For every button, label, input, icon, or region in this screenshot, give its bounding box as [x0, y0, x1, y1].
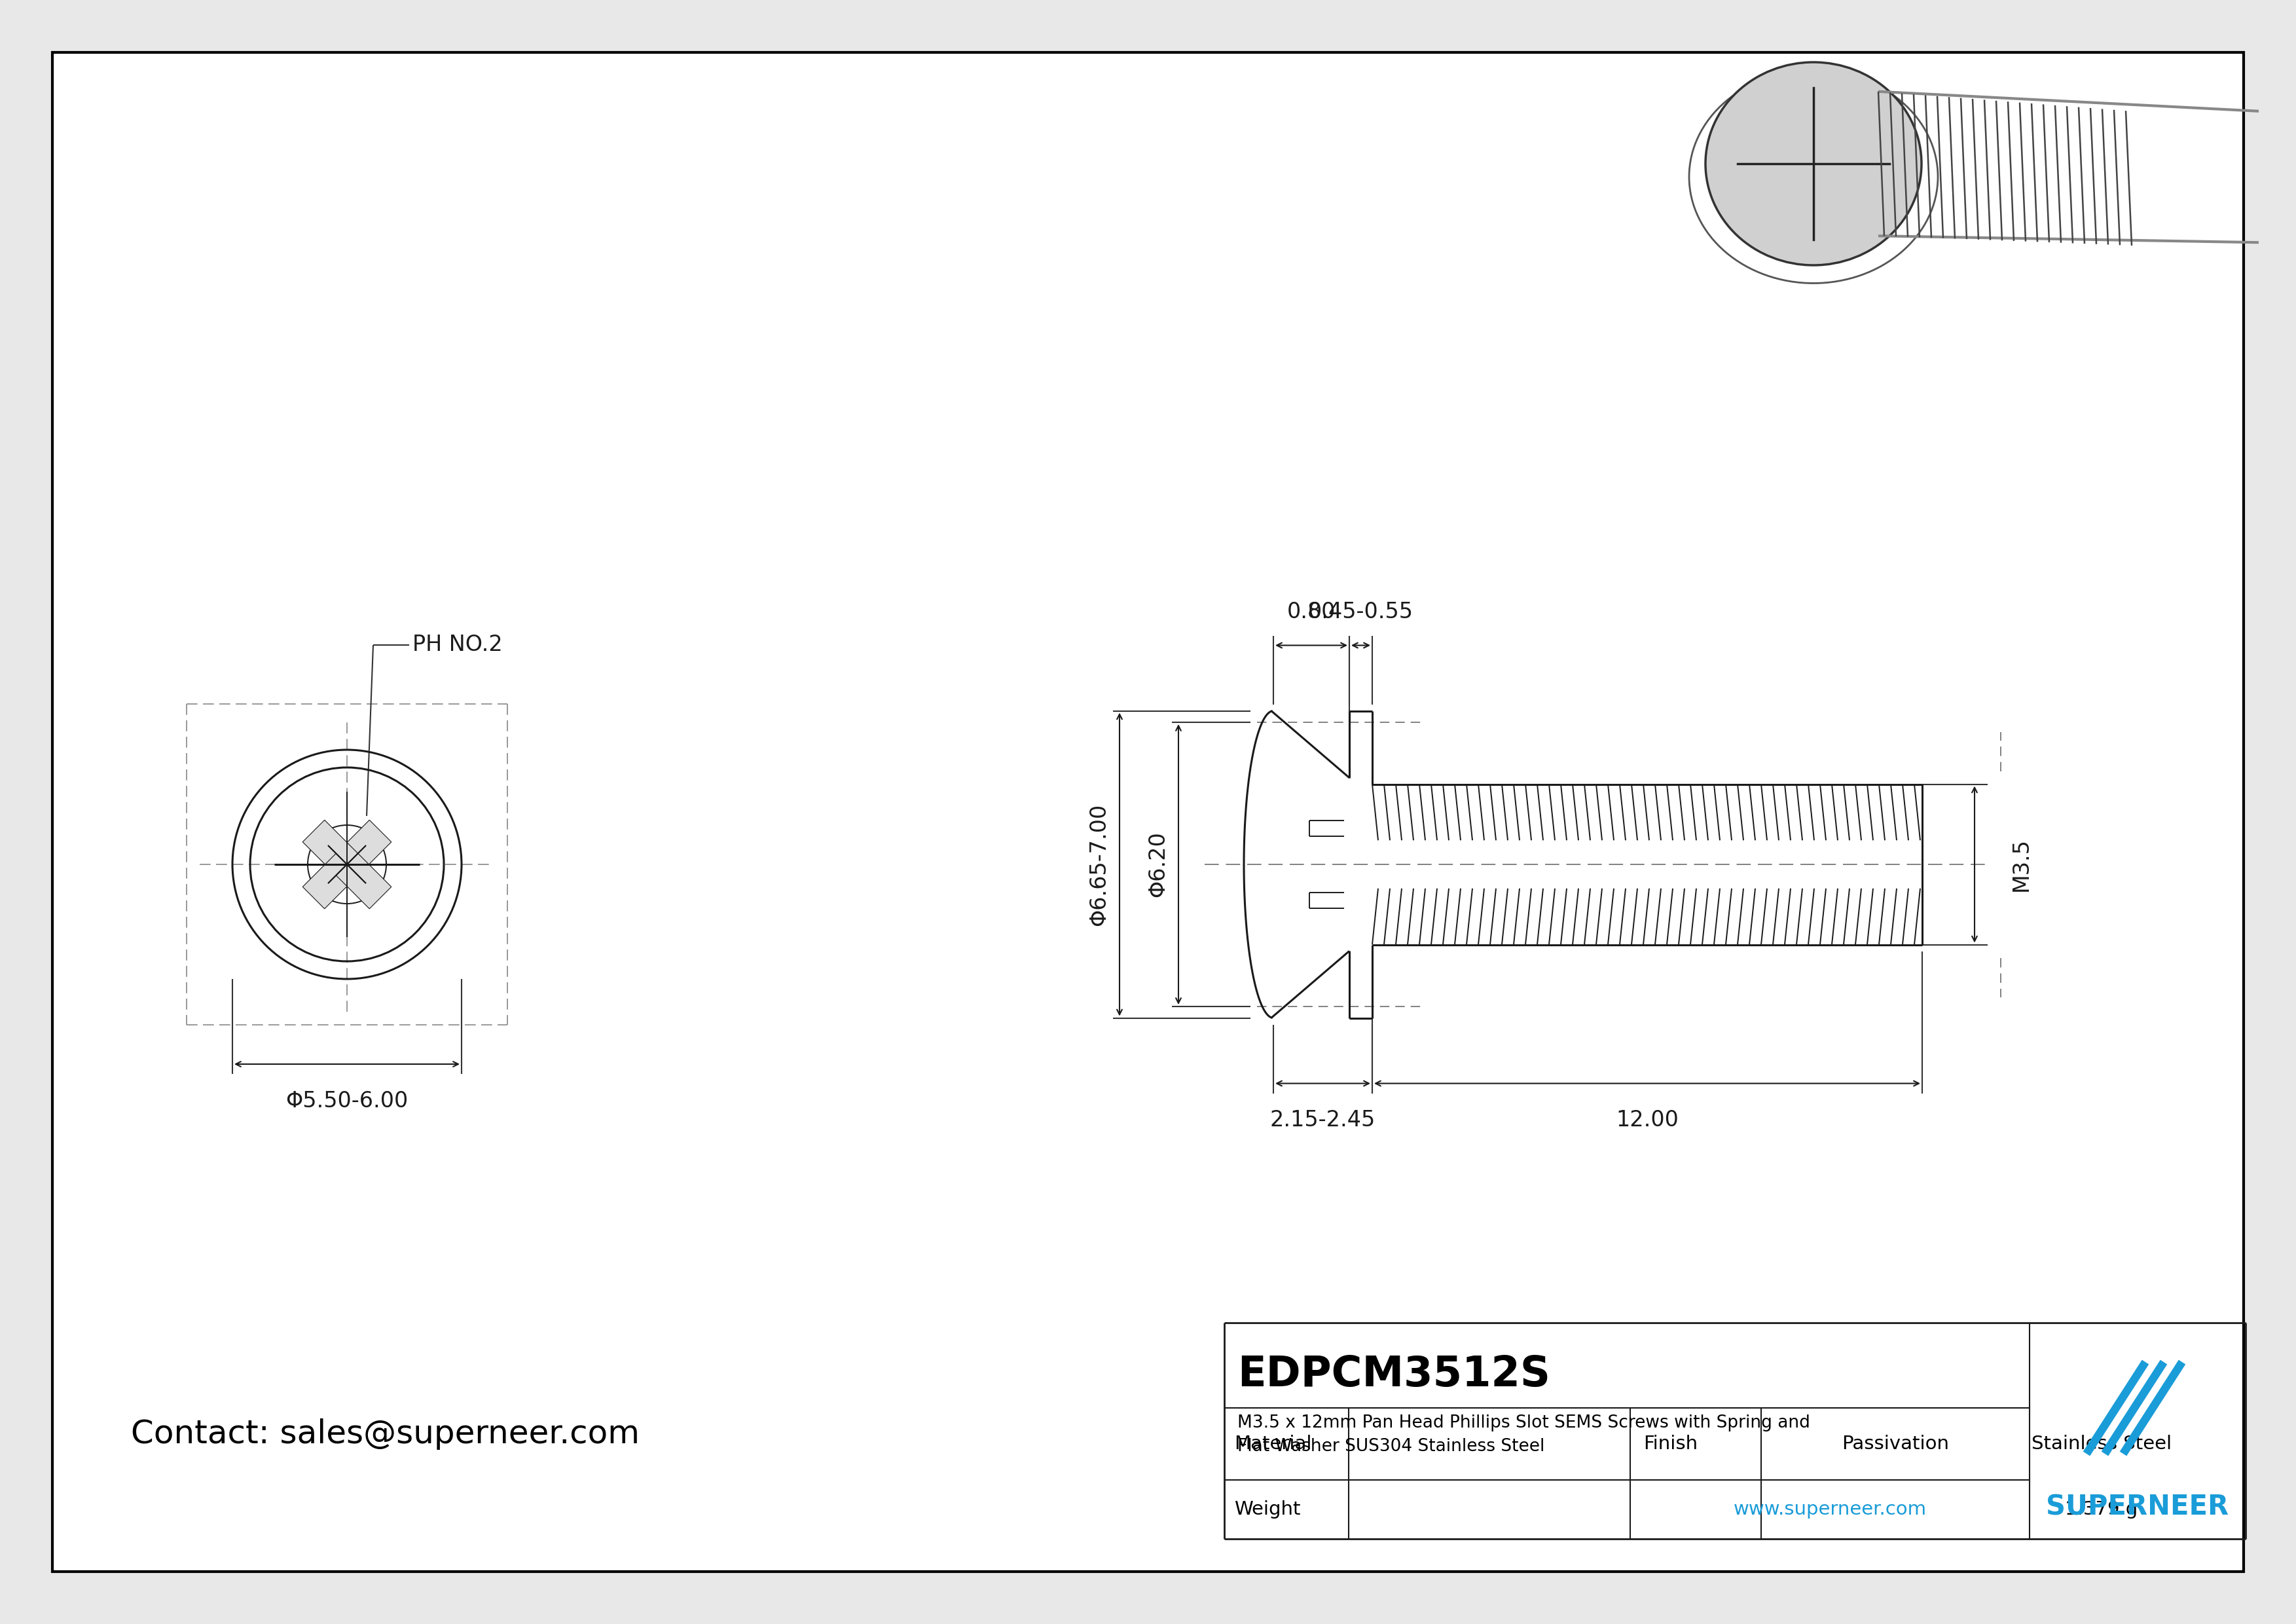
Text: Φ6.20: Φ6.20	[1148, 831, 1169, 898]
Text: 2.15-2.45: 2.15-2.45	[1270, 1109, 1375, 1132]
Polygon shape	[335, 820, 390, 875]
Polygon shape	[335, 854, 390, 909]
Ellipse shape	[1706, 62, 1922, 265]
Text: Material: Material	[1233, 1434, 1311, 1453]
Text: Finish: Finish	[1644, 1434, 1697, 1453]
Text: SUPERNEER: SUPERNEER	[2046, 1494, 2229, 1522]
Text: PH NO.2: PH NO.2	[413, 635, 503, 656]
Polygon shape	[303, 854, 358, 909]
Text: Contact: sales@superneer.com: Contact: sales@superneer.com	[131, 1418, 641, 1450]
Text: 1.379 g: 1.379 g	[2064, 1501, 2138, 1518]
Text: Weight: Weight	[1233, 1501, 1300, 1518]
Text: 12.00: 12.00	[1616, 1109, 1678, 1132]
Text: 0.45-0.55: 0.45-0.55	[1309, 601, 1414, 622]
Text: M3.5 x 12mm Pan Head Phillips Slot SEMS Screws with Spring and
Flat Washer SUS30: M3.5 x 12mm Pan Head Phillips Slot SEMS …	[1238, 1415, 1809, 1455]
Text: EDPCM3512S: EDPCM3512S	[1238, 1354, 1550, 1395]
Text: 0.80: 0.80	[1288, 601, 1336, 622]
Text: Stainless Steel: Stainless Steel	[2032, 1434, 2172, 1453]
Polygon shape	[303, 820, 358, 875]
Text: Passivation: Passivation	[1841, 1434, 1949, 1453]
Text: Φ6.65-7.00: Φ6.65-7.00	[1088, 804, 1109, 926]
Text: Φ5.50-6.00: Φ5.50-6.00	[285, 1090, 409, 1112]
Text: www.superneer.com: www.superneer.com	[1733, 1501, 1926, 1518]
Text: M3.5: M3.5	[2011, 838, 2032, 892]
